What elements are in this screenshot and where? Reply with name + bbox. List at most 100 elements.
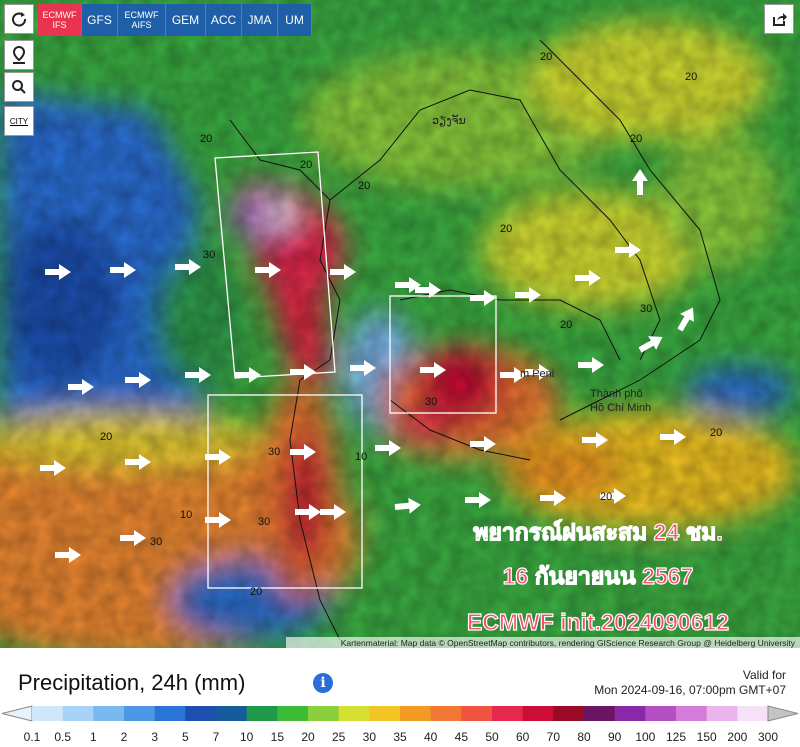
contour-label: 30 [640,303,652,315]
overlay: พยากรณ์ฝนสะสม 24 ชม. 16 กันยายนน 2567 EC… [466,518,729,635]
contour-label: 10 [355,451,367,463]
scale-segment [400,706,432,721]
model-button[interactable]: GFS [82,4,118,36]
focus-boxes [207,151,497,589]
scale-label: 150 [697,730,717,744]
scale-label: 2 [121,730,128,744]
scale-segment [246,706,278,721]
scale-label: 300 [758,730,778,744]
share-icon [773,13,787,26]
place-label: m Peni [520,368,554,380]
contour-label: 30 [425,396,437,408]
scale-segment [216,706,248,721]
scale-segment [124,706,156,721]
scale-label: 30 [363,730,377,744]
scale-segment [492,706,524,721]
contour-label: 20 [200,133,212,145]
color-scale: 0.1 0.5 1 2 3 5 7 10 15 20 25 30 35 40 45 50 60 70 80 90 100… [1,705,799,744]
scale-label: 0.5 [54,730,71,744]
scale-segment [32,706,64,721]
scale-label: 40 [424,730,438,744]
city-button[interactable]: CITY [4,106,34,136]
scale-segment [461,706,493,721]
contour-label: 30 [268,446,280,458]
contour-label: 20 [500,223,512,235]
scale-segment [614,706,646,721]
scale-end [767,705,799,722]
scale-segment [277,706,309,721]
scale-segment [430,706,462,721]
overlay-line: พยากรณ์ฝนสะสม 24 ชม. [473,519,723,545]
location-button[interactable] [4,40,34,70]
scale-segment [553,706,585,721]
map[interactable]: 20 20 30 20 20 20 30 20 10 30 20 20 30 20 20 30 20 10 20 30… [0,0,800,648]
contour-label: 20 [560,319,572,331]
share-button[interactable] [764,4,794,34]
scale-label: 5 [182,730,189,744]
legend-title: Precipitation, 24h (mm) [18,670,246,695]
model-button[interactable]: UM [278,4,312,36]
attribution: Kartenmaterial: Map data © OpenStreetMap… [341,638,796,648]
scale-label: 200 [727,730,747,744]
contour-label: 20 [250,586,262,598]
scale-segment [62,706,94,721]
contour-label: 20 [100,431,112,443]
info-button[interactable]: i [313,673,333,693]
reload-button[interactable] [4,4,34,34]
contour-label: 10 [180,509,192,521]
contour-label: 20 [540,51,552,63]
scale-segment [338,706,370,721]
scale-label: 50 [485,730,499,744]
contour-label: 20 [600,491,612,503]
contour-label: 20 [358,180,370,192]
contour-label: 30 [150,536,162,548]
location-icon [12,46,26,64]
scale-label: 80 [577,730,591,744]
place-labels: m Peni Thành phố Hồ Chí Minh ວຽງຈັນ [432,113,651,414]
scale-segment [93,706,125,721]
scale-label: 45 [455,730,469,744]
contour-label: 20 [300,159,312,171]
contour-label: 30 [203,249,215,261]
place-label: ວຽງຈັນ [432,113,466,127]
scale-label: 35 [393,730,407,744]
scale-label: 0.1 [24,730,41,744]
overlay-line: 16 กันยายนน 2567 [503,563,694,589]
scale-segment [154,706,186,721]
scale-segment [308,706,340,721]
place-label: Hồ Chí Minh [590,402,651,414]
scale-label: 3 [151,730,158,744]
contour-label: 20 [710,427,722,439]
scale-label: 10 [240,730,254,744]
zoom-button[interactable] [4,72,34,102]
zoom-icon [12,80,26,94]
model-button[interactable]: GEM [166,4,206,36]
scale-label: 60 [516,730,530,744]
scale-segment [185,706,217,721]
scale-label: 15 [271,730,285,744]
scale-segment [737,706,769,721]
contour-label: 30 [258,516,270,528]
overlay-line: ECMWF init.2024090612 [467,609,729,635]
scale-end [1,705,33,722]
scale-segment [369,706,401,721]
place-label: Thành phố [590,388,643,400]
scale-label: 100 [635,730,655,744]
scale-label: 125 [666,730,686,744]
model-button[interactable]: ECMWF AIFS [118,4,166,36]
contour-label: 20 [685,71,697,83]
attribution-bg [286,637,800,648]
scale-label: 1 [90,730,97,744]
scale-label: 90 [608,730,622,744]
scale-label: 70 [547,730,561,744]
model-button[interactable]: ACC [206,4,242,36]
model-button[interactable]: ECMWF IFS [38,4,82,36]
valid-label: Valid for [742,668,786,682]
scale-segment [584,706,616,721]
model-button[interactable]: JMA [242,4,278,36]
scale-segment [645,706,677,721]
reload-icon [12,12,26,27]
scale-segment [676,706,708,721]
scale-label: 25 [332,730,346,744]
